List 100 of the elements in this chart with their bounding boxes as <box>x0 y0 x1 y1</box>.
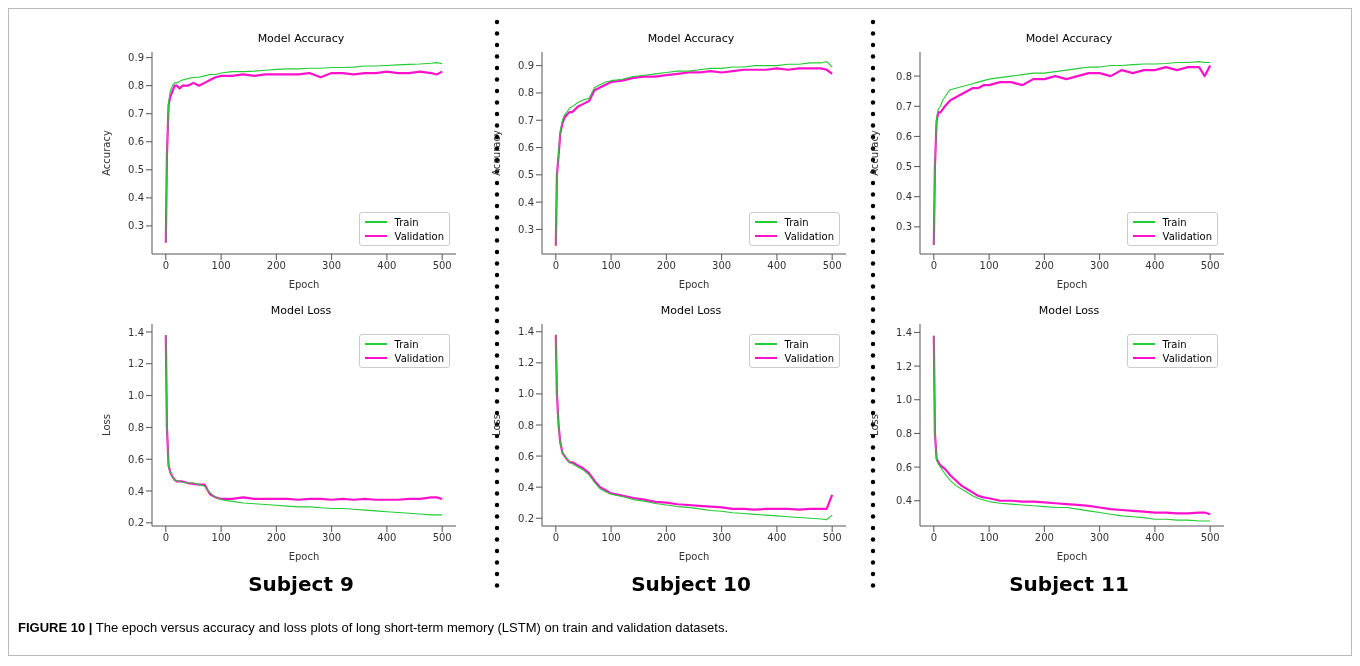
y-tick-label: 0.4 <box>518 196 534 208</box>
x-tick-label: 500 <box>822 260 842 272</box>
x-tick-label: 400 <box>767 260 787 272</box>
x-tick-label: 100 <box>601 532 621 544</box>
y-tick-label: 1.4 <box>896 326 912 338</box>
y-axis-title: Accuracy <box>100 130 112 176</box>
legend-label: Validation <box>1162 352 1212 364</box>
y-tick-label: 0.6 <box>896 130 912 142</box>
x-tick-label: 0 <box>162 532 170 544</box>
legend-label: Validation <box>1162 230 1212 242</box>
y-tick-label: 0.6 <box>896 461 912 473</box>
y-tick-label: 0.4 <box>518 481 534 493</box>
y-tick-label: 1.2 <box>128 358 144 370</box>
y-tick-label: 0.7 <box>128 108 144 120</box>
x-tick-label: 0 <box>552 532 560 544</box>
y-tick-label: 0.8 <box>518 87 534 99</box>
y-tick-label: 0.4 <box>896 495 912 507</box>
y-tick-label: 0.5 <box>518 169 534 181</box>
y-tick-label: 0.6 <box>128 136 144 148</box>
x-tick-label: 0 <box>930 532 938 544</box>
y-tick-label: 0.8 <box>128 421 144 433</box>
x-tick-label: 300 <box>1090 260 1110 272</box>
x-tick-label: 500 <box>432 532 452 544</box>
x-tick-label: 200 <box>1034 532 1054 544</box>
chart-title: Model Accuracy <box>646 32 736 47</box>
y-axis-title: Accuracy <box>868 130 880 176</box>
x-tick-label: 400 <box>377 260 397 272</box>
y-tick-label: 0.7 <box>896 100 912 112</box>
x-tick-label: 100 <box>601 260 621 272</box>
y-axis-title: Accuracy <box>490 130 502 176</box>
x-tick-label: 500 <box>822 532 842 544</box>
y-tick-label: 1.2 <box>518 357 534 369</box>
legend-label: Validation <box>784 230 834 242</box>
x-tick-label: 200 <box>1034 260 1054 272</box>
y-tick-label: 0.6 <box>128 453 144 465</box>
chart-title: Model Loss <box>1037 304 1101 319</box>
x-tick-label: 300 <box>322 532 342 544</box>
y-tick-label: 0.7 <box>518 114 534 126</box>
x-tick-label: 100 <box>979 260 999 272</box>
y-tick-label: 0.8 <box>896 70 912 82</box>
y-axis-title: Loss <box>100 414 112 436</box>
legend-label: Train <box>394 338 419 350</box>
y-tick-label: 1.0 <box>896 394 912 406</box>
x-axis-title: Epoch <box>1056 551 1088 562</box>
y-tick-label: 0.6 <box>518 450 534 462</box>
legend-label: Train <box>394 216 419 228</box>
legend-label: Train <box>1162 338 1187 350</box>
y-tick-label: 1.2 <box>896 360 912 372</box>
x-tick-label: 0 <box>162 260 170 272</box>
y-tick-label: 0.9 <box>518 60 534 72</box>
x-tick-label: 200 <box>656 532 676 544</box>
chart-title: Model Accuracy <box>256 32 346 47</box>
x-tick-label: 500 <box>1200 260 1220 272</box>
x-tick-label: 100 <box>211 532 231 544</box>
x-axis-title: Epoch <box>1056 279 1088 290</box>
x-tick-label: 200 <box>266 532 286 544</box>
y-tick-label: 0.9 <box>128 52 144 64</box>
x-tick-label: 100 <box>979 532 999 544</box>
y-tick-label: 1.4 <box>518 326 534 338</box>
y-tick-label: 0.2 <box>518 512 534 524</box>
y-tick-label: 0.5 <box>128 164 144 176</box>
x-tick-label: 300 <box>712 532 732 544</box>
chart-title: Model Loss <box>659 304 723 319</box>
legend-label: Validation <box>394 230 444 242</box>
y-tick-label: 0.4 <box>128 192 144 204</box>
y-tick-label: 0.8 <box>128 80 144 92</box>
x-axis-title: Epoch <box>678 279 710 290</box>
chart-title: Model Accuracy <box>1024 32 1114 47</box>
text: Subject 10 <box>630 572 752 596</box>
y-tick-label: 0.3 <box>518 223 534 235</box>
y-tick-label: 0.8 <box>896 427 912 439</box>
y-axis-title: Loss <box>490 414 502 436</box>
y-tick-label: 1.4 <box>128 326 144 338</box>
y-tick-label: 0.5 <box>896 161 912 173</box>
y-tick-label: 0.6 <box>518 142 534 154</box>
y-tick-label: 1.0 <box>128 390 144 402</box>
chart-title: Model Loss <box>269 304 333 319</box>
x-tick-label: 400 <box>377 532 397 544</box>
legend-label: Train <box>784 216 809 228</box>
caption: FIGURE 10 | The epoch versus accuracy and loss plots of long short-term memory (LSTM) on train and validation datasets. <box>18 620 729 635</box>
y-tick-label: 0.4 <box>896 191 912 203</box>
x-axis-title: Epoch <box>678 551 710 562</box>
y-tick-label: 0.4 <box>128 485 144 497</box>
x-tick-label: 500 <box>1200 532 1220 544</box>
x-tick-label: 200 <box>266 260 286 272</box>
y-tick-label: 0.3 <box>896 221 912 233</box>
x-tick-label: 0 <box>552 260 560 272</box>
y-tick-label: 0.8 <box>518 419 534 431</box>
legend-label: Train <box>784 338 809 350</box>
y-tick-label: 1.0 <box>518 388 534 400</box>
x-axis-title: Epoch <box>288 279 320 290</box>
x-tick-label: 300 <box>1090 532 1110 544</box>
y-tick-label: 0.3 <box>128 220 144 232</box>
y-axis-title: Loss <box>868 414 880 436</box>
x-tick-label: 200 <box>656 260 676 272</box>
x-tick-label: 500 <box>432 260 452 272</box>
legend-label: Validation <box>784 352 834 364</box>
x-tick-label: 400 <box>1145 532 1165 544</box>
text: Subject 9 <box>247 572 355 596</box>
x-tick-label: 400 <box>1145 260 1165 272</box>
